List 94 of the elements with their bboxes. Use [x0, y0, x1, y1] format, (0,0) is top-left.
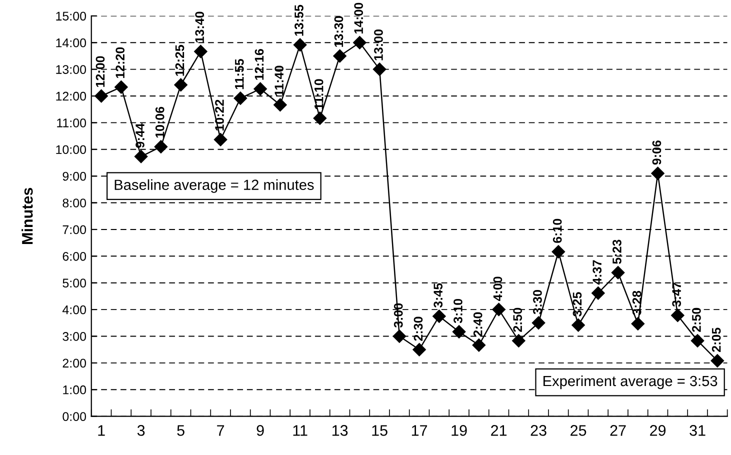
point	[572, 318, 585, 332]
data-label: 10:06	[155, 106, 164, 138]
point	[333, 49, 346, 63]
point	[174, 78, 188, 92]
point	[214, 133, 228, 146]
x-tick-label: 21	[491, 425, 507, 436]
point	[432, 310, 446, 323]
point	[472, 338, 486, 352]
y-tick-label: 2:00	[62, 358, 86, 368]
data-label: 9:44	[136, 123, 144, 148]
data-label: 2:50	[692, 308, 701, 332]
x-tick-label: 31	[690, 425, 706, 436]
data-label: 9:06	[652, 140, 662, 165]
point	[313, 112, 327, 125]
y-tick-label: 12:00	[56, 92, 86, 101]
point	[651, 166, 664, 180]
y-tick-label: 11:00	[57, 118, 86, 128]
y-tick-label: 4:00	[62, 305, 86, 314]
y-tick-label: 6:00	[62, 252, 86, 261]
data-label: 11:40	[274, 66, 284, 96]
y-tick-label: 13:00	[56, 65, 86, 74]
data-label: 3:45	[434, 283, 443, 308]
data-label: 4:00	[493, 276, 502, 302]
x-tick-label: 9	[256, 425, 264, 436]
point	[154, 140, 168, 154]
x-tick-label: 27	[610, 425, 626, 436]
point	[353, 36, 366, 50]
point	[492, 302, 506, 316]
annotation: Experiment average = 3:53	[544, 375, 718, 390]
data-label: 6:10	[552, 218, 562, 243]
x-tick-label: 29	[650, 425, 666, 436]
y-tick-label: 10:00	[56, 145, 86, 154]
data-label: 3:30	[533, 290, 542, 314]
point	[512, 334, 526, 348]
y-tick-label: 7:00	[62, 225, 86, 234]
annotation: Baseline average = 12 minutes	[114, 179, 314, 193]
data-label: 14:00	[354, 2, 364, 34]
point	[452, 325, 466, 338]
point	[592, 286, 605, 300]
data-label: 3:10	[454, 298, 462, 324]
point	[254, 82, 267, 96]
point	[234, 92, 248, 105]
data-label: 2:50	[513, 308, 522, 332]
data-label: 2:30	[414, 316, 423, 341]
y-tick-label: 3:00	[62, 332, 86, 341]
data-label: 2:40	[473, 312, 482, 336]
x-tick-label: 13	[332, 425, 348, 436]
point	[671, 308, 684, 322]
y-tick-label: 14:00	[56, 38, 86, 48]
x-tick-label: 15	[372, 425, 388, 436]
point	[372, 62, 386, 76]
data-label: 12:25	[175, 44, 184, 76]
point	[631, 317, 644, 330]
data-label: 13:40	[195, 12, 204, 42]
point	[194, 44, 208, 58]
data-label: 13:55	[294, 4, 304, 36]
point	[114, 80, 128, 94]
x-tick-label: 17	[412, 425, 428, 436]
point	[611, 266, 625, 280]
point	[690, 334, 704, 348]
point	[532, 316, 546, 330]
data-label: 3:25	[572, 292, 582, 316]
data-label: 11:55	[235, 58, 244, 90]
data-label: 12:20	[116, 47, 125, 78]
y-axis-title: Minutes	[22, 188, 33, 244]
point	[274, 98, 287, 112]
data-label: 11:10	[314, 79, 324, 110]
x-tick-label: 5	[177, 425, 184, 436]
data-label: 13:30	[334, 16, 344, 47]
x-tick-label: 7	[217, 425, 224, 436]
data-label: 5:23	[612, 240, 622, 264]
y-tick-label: 9:00	[62, 172, 86, 181]
y-tick-label: 0:00	[62, 412, 86, 421]
point	[293, 38, 307, 52]
x-tick-label: 19	[452, 425, 467, 436]
y-tick-label: 1:00	[63, 385, 86, 394]
point	[710, 354, 724, 368]
point	[134, 150, 148, 164]
point	[552, 245, 566, 258]
x-tick-label: 1	[98, 425, 105, 436]
point	[412, 343, 426, 356]
x-tick-label: 11	[293, 425, 308, 436]
point	[392, 330, 406, 343]
point	[94, 89, 108, 103]
y-tick-label: 15:00	[56, 12, 86, 21]
y-tick-label: 5:00	[62, 278, 86, 288]
data-label: 2:05	[712, 328, 721, 352]
data-label: 12:16	[254, 49, 264, 80]
data-label: 13:00	[374, 30, 383, 60]
y-tick-label: 8:00	[62, 198, 86, 208]
data-label: 4:37	[592, 260, 602, 285]
x-tick-label: 3	[137, 425, 145, 436]
x-tick-label: 25	[570, 425, 586, 436]
x-tick-label: 23	[530, 425, 546, 436]
